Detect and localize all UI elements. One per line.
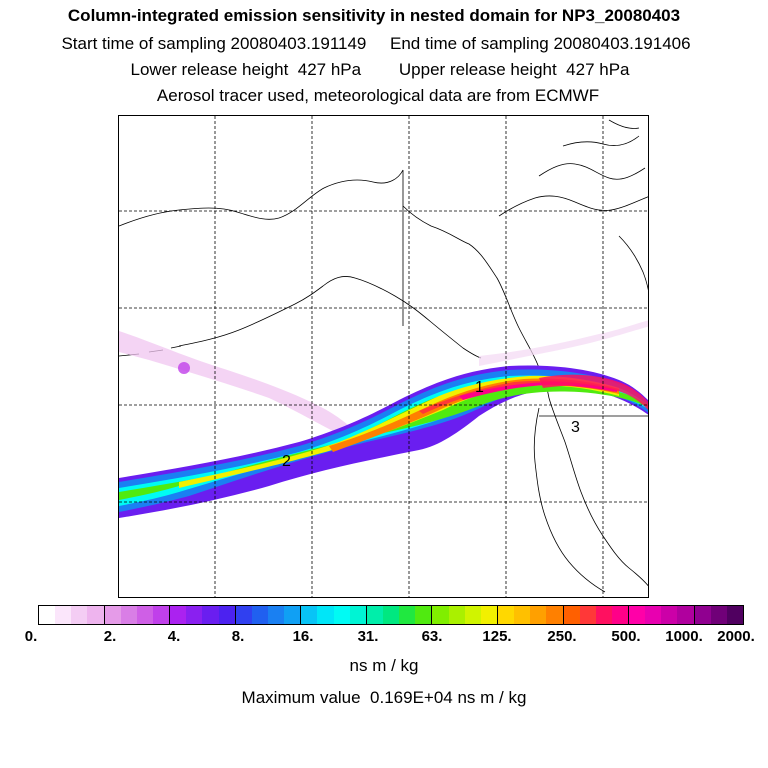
colorbar-unit: ns m / kg: [349, 656, 419, 675]
colorbar-swatch: [382, 606, 400, 624]
plume-magenta-core: [459, 382, 617, 400]
colorbar-tick: 8.: [231, 628, 245, 645]
map-panel: 1 2 3: [118, 115, 649, 598]
colorbar-tick: 4.: [167, 628, 181, 645]
alaska-peninsula: [178, 276, 482, 359]
colorbar-swatch: [235, 606, 252, 624]
colorbar-swatch: [333, 606, 350, 624]
colorbar-tick: 1000.: [665, 628, 703, 645]
border-line: [402, 206, 648, 417]
gridlines: [119, 116, 648, 597]
plume-outer-purple: [119, 365, 648, 518]
colorbar-swatch: [530, 606, 547, 624]
colorbar-tick: 0.: [24, 628, 38, 645]
colorbar-swatch: [415, 606, 433, 624]
coastlines: [119, 119, 648, 593]
colorbar-swatch: [497, 606, 515, 624]
colorbar-tick: 250.: [547, 628, 577, 645]
colorbar-swatch: [120, 606, 137, 624]
colorbar-swatch: [267, 606, 285, 624]
colorbar-swatch: [611, 606, 630, 624]
colorbar-swatch: [136, 606, 153, 624]
colorbar-swatch: [710, 606, 727, 624]
plume-red-core: [419, 380, 614, 414]
tracer-info-line: Aerosol tracer used, meteorological data…: [156, 86, 600, 105]
plot-title: Column-integrated emission sensitivity i…: [67, 6, 681, 25]
colorbar-swatch: [546, 606, 564, 624]
colorbar-swatch: [448, 606, 465, 624]
marker-1: 1: [475, 379, 484, 396]
colorbar-swatch: [366, 606, 383, 624]
release-height-line: Lower release height 427 hPa Upper relea…: [130, 60, 630, 79]
colorbar: [38, 605, 744, 625]
colorbar-swatch: [579, 606, 596, 624]
colorbar-swatch: [645, 606, 662, 624]
colorbar-swatch: [563, 606, 580, 624]
colorbar-swatch: [464, 606, 481, 624]
colorbar-swatch: [55, 606, 72, 624]
map-canvas: 1 2 3: [119, 116, 648, 597]
plume-hotspot: [178, 362, 190, 374]
colorbar-swatch: [152, 606, 171, 624]
colorbar-swatch: [39, 606, 56, 624]
canada-north: [498, 195, 648, 217]
colorbar-swatch: [218, 606, 236, 624]
plume: [119, 320, 648, 518]
colorbar-tick: 2.: [103, 628, 117, 645]
colorbar-swatch: [186, 606, 203, 624]
colorbar-tick: 125.: [482, 628, 512, 645]
colorbar-swatch: [71, 606, 88, 624]
colorbar-swatch: [677, 606, 695, 624]
sampling-time-line: Start time of sampling 20080403.191149 E…: [61, 34, 691, 53]
colorbar-tick: 31.: [357, 628, 379, 645]
colorbar-tick: 500.: [611, 628, 641, 645]
marker-2: 2: [282, 453, 291, 470]
plume-faint-spray: [119, 331, 359, 442]
colorbar-tick: 16.: [292, 628, 314, 645]
colorbar-swatch: [661, 606, 678, 624]
colorbar-swatch: [514, 606, 531, 624]
colorbar-swatch: [629, 606, 646, 624]
colorbar-tick: 2000.: [717, 628, 755, 645]
us-west-coast: [533, 407, 606, 593]
arctic-islands: [538, 119, 646, 180]
max-value-label: Maximum value 0.169E+04 ns m / kg: [241, 688, 527, 707]
plume-yellow-band: [179, 375, 619, 488]
marker-3: 3: [571, 419, 580, 436]
alaska-coast: [119, 169, 648, 587]
colorbar-swatch: [317, 606, 334, 624]
colorbar-swatch: [251, 606, 268, 624]
colorbar-swatch: [726, 606, 744, 624]
colorbar-swatch: [202, 606, 219, 624]
hudson: [618, 235, 648, 291]
plume-east-arc: [539, 374, 648, 410]
plume-northeast-faint: [479, 320, 648, 366]
colorbar-swatch: [595, 606, 612, 624]
colorbar-swatch: [284, 606, 302, 624]
colorbar-swatch: [480, 606, 498, 624]
colorbar-swatch: [349, 606, 367, 624]
colorbar-swatch: [170, 606, 187, 624]
plume-green-band: [119, 379, 648, 500]
colorbar-swatch: [694, 606, 711, 624]
colorbar-tick: 63.: [421, 628, 443, 645]
colorbar-swatch: [432, 606, 449, 624]
colorbar-swatch: [104, 606, 121, 624]
colorbar-swatch: [399, 606, 416, 624]
colorbar-swatch: [301, 606, 318, 624]
colorbar-swatch: [87, 606, 105, 624]
